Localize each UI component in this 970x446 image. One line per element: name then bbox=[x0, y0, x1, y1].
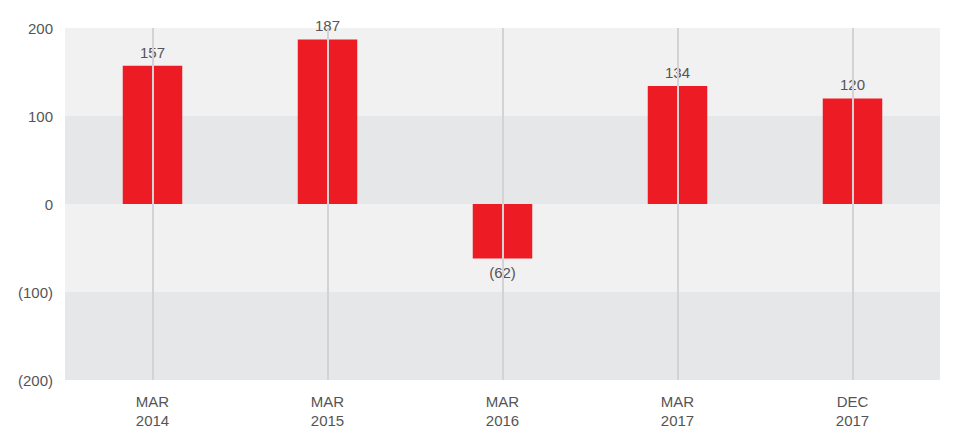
svg-text:MAR: MAR bbox=[486, 393, 520, 410]
svg-text:MAR: MAR bbox=[311, 393, 345, 410]
svg-text:100: 100 bbox=[28, 108, 53, 125]
svg-text:2015: 2015 bbox=[311, 412, 344, 429]
svg-text:120: 120 bbox=[840, 76, 865, 94]
svg-text:MAR: MAR bbox=[661, 393, 695, 410]
svg-text:2017: 2017 bbox=[661, 412, 694, 429]
svg-text:0: 0 bbox=[45, 196, 53, 213]
svg-text:200: 200 bbox=[28, 20, 53, 37]
svg-text:2017: 2017 bbox=[836, 412, 869, 429]
svg-text:2016: 2016 bbox=[486, 412, 519, 429]
svg-text:2014: 2014 bbox=[136, 412, 169, 429]
svg-text:(200): (200) bbox=[18, 372, 53, 389]
svg-text:(62): (62) bbox=[489, 263, 516, 281]
svg-text:DEC: DEC bbox=[837, 393, 869, 410]
svg-text:(100): (100) bbox=[18, 284, 53, 301]
svg-text:MAR: MAR bbox=[136, 393, 170, 410]
svg-text:157: 157 bbox=[140, 43, 165, 61]
svg-text:187: 187 bbox=[315, 17, 340, 35]
svg-text:134: 134 bbox=[665, 64, 690, 82]
